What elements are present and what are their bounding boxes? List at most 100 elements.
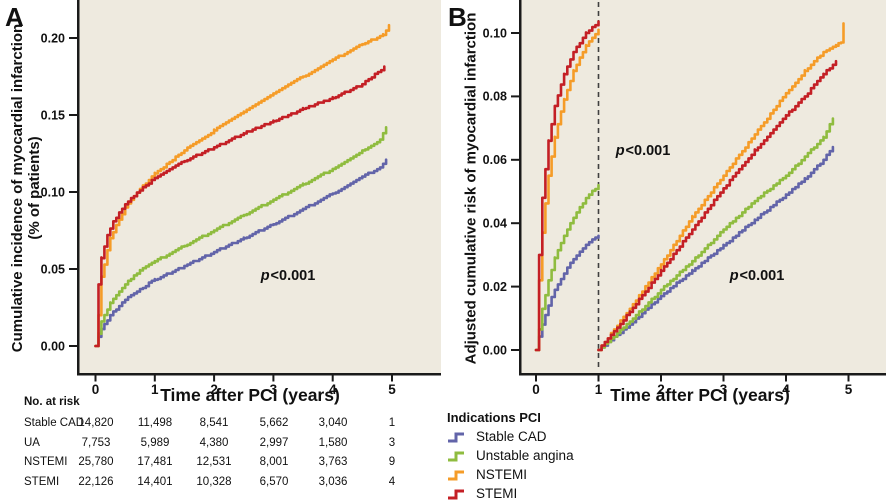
x-tick-label: 4	[782, 382, 790, 397]
y-tick-label: 0.05	[41, 262, 65, 276]
legend: Indications PCI Stable CAD Unstable angin…	[447, 410, 574, 500]
y-tick	[511, 95, 519, 98]
x-tick-label: 3	[270, 382, 278, 397]
panel-b-label: B	[448, 2, 467, 32]
pvalue-rest: <0.001	[739, 268, 785, 284]
x-axis-line	[77, 373, 441, 376]
step-line-swatch	[448, 470, 464, 480]
panel-b-y-axis-title: Adjusted cumulative risk of myocardial i…	[463, 0, 480, 389]
y-tick-label: 0.20	[41, 31, 65, 45]
y-tick-label: 0.15	[41, 108, 65, 122]
legend-item-label: NSTEMI	[476, 467, 528, 482]
x-tick	[153, 375, 156, 382]
legend-item-stemi: STEMI	[447, 486, 574, 500]
curve-unstable-angina	[597, 117, 835, 352]
x-tick-label: 2	[657, 382, 665, 397]
x-tick	[847, 375, 850, 382]
pvalue-rest: <0.001	[625, 143, 671, 159]
panel-a-y-axis-title-line1: Cumulative incidence of myocardial infar…	[9, 23, 26, 353]
legend-item-nstemi: NSTEMI	[447, 467, 574, 482]
y-tick-label: 0.10	[483, 26, 507, 40]
x-tick-label: 0	[532, 382, 540, 397]
panel-b-x-axis-title: Time after PCI (years)	[610, 385, 790, 405]
curve-unstable-angina	[94, 126, 388, 348]
y-tick	[69, 114, 77, 116]
step-line-swatch	[448, 489, 464, 499]
y-tick	[69, 37, 77, 39]
step-line-swatch	[448, 432, 464, 442]
y-tick-label: 0.08	[483, 90, 507, 104]
legend-item-stable-cad: Stable CAD	[447, 429, 574, 444]
step-line-swatch	[448, 470, 464, 480]
legend-item-label: Stable CAD	[476, 429, 547, 444]
legend-item-unstable-angina: Unstable angina	[447, 448, 574, 463]
panel-b-y-axis-title-text: Adjusted cumulative risk of myocardial i…	[462, 12, 480, 365]
curve-unstable-angina	[534, 183, 600, 352]
x-tick-label: 2	[210, 382, 218, 397]
x-tick	[597, 375, 600, 382]
y-tick-label: 0.04	[483, 217, 507, 231]
y-tick	[511, 349, 519, 351]
legend-items: Stable CAD Unstable angina NSTEMI STEMI	[447, 429, 574, 500]
x-tick	[94, 375, 97, 382]
panel-a-label: A	[5, 2, 24, 32]
curve-stable-cad	[534, 234, 600, 352]
y-axis-line	[519, 0, 522, 376]
x-tick-label: 3	[720, 382, 728, 397]
x-tick-label: 1	[595, 382, 603, 397]
x-tick-label: 4	[329, 382, 337, 397]
x-tick	[785, 375, 787, 382]
step-line-swatch	[448, 489, 464, 499]
curve-nstemi	[94, 23, 391, 348]
y-tick-label: 0.00	[483, 343, 507, 357]
pvalue-p: p	[260, 268, 270, 284]
legend-item-label: STEMI	[476, 486, 518, 500]
x-tick	[391, 375, 393, 382]
curve-stable-cad	[597, 145, 835, 352]
curve-nstemi	[534, 28, 600, 352]
x-tick-label: 5	[845, 382, 853, 397]
y-axis-line	[77, 0, 80, 376]
y-tick	[511, 158, 519, 161]
step-line-swatch	[448, 451, 464, 461]
x-tick	[722, 375, 725, 382]
step-line-swatch	[448, 451, 464, 461]
y-tick-label: 0.00	[41, 339, 65, 353]
x-tick	[660, 375, 662, 382]
panel-b-pvalue-bottom: p<0.001	[707, 268, 807, 284]
x-tick	[272, 375, 275, 382]
x-tick	[535, 375, 537, 382]
x-axis-line	[519, 373, 886, 376]
y-tick	[69, 191, 77, 193]
panel-a-y-axis-title-line2: (% of patients)	[26, 136, 43, 240]
y-tick-label: 0.02	[483, 280, 507, 294]
y-tick	[511, 285, 519, 288]
panel-b-pvalue-top: p<0.001	[593, 143, 693, 159]
curve-stemi	[94, 65, 386, 348]
pvalue-rest: <0.001	[270, 268, 316, 284]
curve-stemi	[534, 20, 600, 352]
y-tick	[511, 32, 519, 34]
x-tick	[331, 375, 334, 382]
pvalue-p: p	[729, 268, 739, 284]
step-line-swatch	[448, 432, 464, 442]
y-tick	[69, 345, 77, 347]
panel-a-y-axis-title: Cumulative incidence of myocardial infar…	[9, 0, 43, 388]
legend-item-label: Unstable angina	[476, 448, 574, 463]
pvalue-p: p	[615, 143, 625, 159]
y-tick-label: 0.06	[483, 153, 507, 167]
x-tick-label: 1	[151, 382, 159, 397]
curve-stemi	[597, 59, 838, 352]
panel-a-pvalue: p<0.001	[238, 268, 338, 284]
x-tick-label: 5	[388, 382, 396, 397]
panel-a-plot-area	[77, 0, 441, 373]
y-tick-label: 0.10	[41, 185, 65, 199]
curve-stable-cad	[94, 158, 388, 348]
legend-title: Indications PCI	[447, 410, 541, 425]
x-tick	[213, 375, 216, 382]
y-tick	[511, 222, 519, 225]
x-tick-label: 0	[92, 382, 100, 397]
y-tick	[69, 268, 77, 270]
